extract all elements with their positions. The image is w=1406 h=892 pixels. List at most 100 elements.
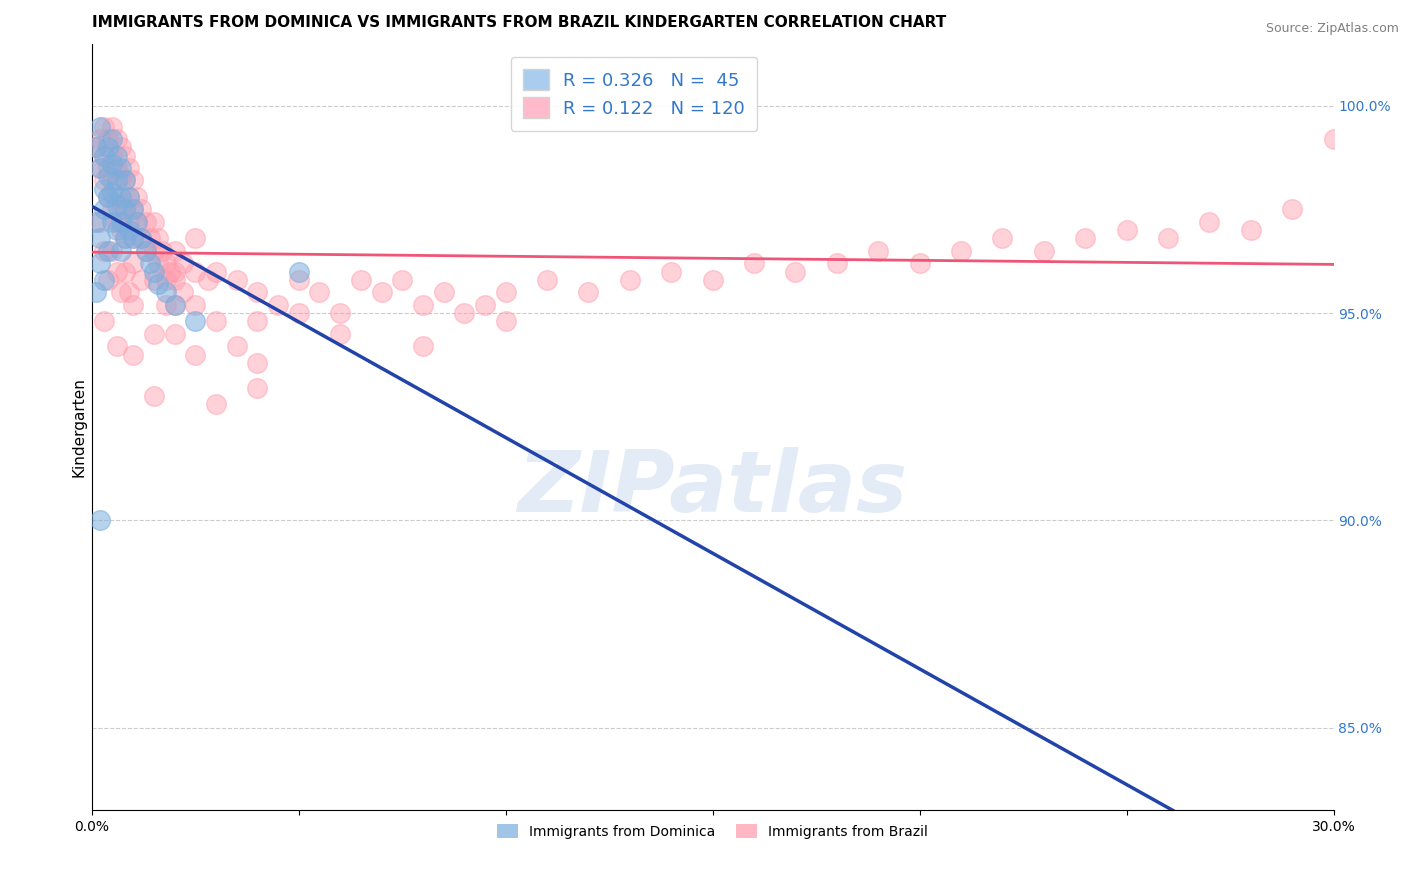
Immigrants from Brazil — [1322, 132, 1344, 146]
Immigrants from Brazil — [122, 173, 145, 187]
Immigrants from Dominica — [118, 223, 141, 237]
Immigrants from Dominica — [97, 244, 120, 258]
Immigrants from Brazil — [172, 256, 194, 270]
Immigrants from Brazil — [142, 273, 165, 287]
Immigrants from Brazil — [110, 169, 132, 184]
Immigrants from Brazil — [172, 285, 194, 300]
Immigrants from Dominica — [84, 215, 107, 229]
Immigrants from Dominica — [110, 215, 132, 229]
Immigrants from Brazil — [122, 202, 145, 217]
Immigrants from Brazil — [97, 161, 120, 175]
Immigrants from Brazil — [142, 215, 165, 229]
Immigrants from Brazil — [197, 273, 219, 287]
Legend: Immigrants from Dominica, Immigrants from Brazil: Immigrants from Dominica, Immigrants fro… — [491, 817, 935, 846]
Immigrants from Brazil — [114, 148, 136, 162]
Immigrants from Dominica — [118, 190, 141, 204]
Immigrants from Brazil — [578, 285, 600, 300]
Immigrants from Dominica — [93, 202, 115, 217]
Immigrants from Brazil — [159, 265, 181, 279]
Immigrants from Brazil — [150, 244, 173, 258]
Immigrants from Brazil — [412, 298, 434, 312]
Immigrants from Brazil — [118, 190, 141, 204]
Immigrants from Brazil — [101, 148, 124, 162]
Immigrants from Brazil — [619, 273, 641, 287]
Immigrants from Brazil — [1198, 215, 1220, 229]
Immigrants from Dominica — [105, 223, 128, 237]
Immigrants from Dominica — [287, 265, 309, 279]
Immigrants from Brazil — [97, 132, 120, 146]
Immigrants from Brazil — [659, 265, 682, 279]
Immigrants from Brazil — [97, 190, 120, 204]
Immigrants from Dominica — [110, 244, 132, 258]
Immigrants from Brazil — [105, 265, 128, 279]
Immigrants from Brazil — [370, 285, 392, 300]
Immigrants from Brazil — [105, 190, 128, 204]
Immigrants from Dominica — [84, 140, 107, 154]
Immigrants from Brazil — [267, 298, 290, 312]
Immigrants from Brazil — [1157, 231, 1180, 245]
Immigrants from Brazil — [114, 202, 136, 217]
Immigrants from Dominica — [93, 273, 115, 287]
Y-axis label: Kindergarten: Kindergarten — [72, 377, 86, 477]
Immigrants from Dominica — [97, 140, 120, 154]
Immigrants from Dominica — [122, 202, 145, 217]
Immigrants from Brazil — [308, 285, 330, 300]
Text: Source: ZipAtlas.com: Source: ZipAtlas.com — [1265, 22, 1399, 36]
Immigrants from Dominica — [127, 215, 149, 229]
Immigrants from Brazil — [110, 285, 132, 300]
Immigrants from Brazil — [101, 173, 124, 187]
Immigrants from Brazil — [84, 140, 107, 154]
Immigrants from Brazil — [391, 273, 413, 287]
Immigrants from Brazil — [246, 356, 269, 370]
Immigrants from Dominica — [114, 202, 136, 217]
Immigrants from Brazil — [131, 202, 153, 217]
Text: ZIPatlas: ZIPatlas — [517, 447, 908, 530]
Immigrants from Brazil — [118, 161, 141, 175]
Immigrants from Brazil — [118, 285, 141, 300]
Immigrants from Brazil — [184, 298, 207, 312]
Immigrants from Dominica — [163, 298, 186, 312]
Immigrants from Brazil — [868, 244, 890, 258]
Immigrants from Brazil — [101, 120, 124, 134]
Immigrants from Brazil — [122, 231, 145, 245]
Immigrants from Brazil — [991, 231, 1014, 245]
Immigrants from Brazil — [93, 148, 115, 162]
Immigrants from Brazil — [93, 314, 115, 328]
Immigrants from Brazil — [89, 215, 111, 229]
Immigrants from Brazil — [163, 244, 186, 258]
Immigrants from Brazil — [184, 231, 207, 245]
Immigrants from Dominica — [122, 231, 145, 245]
Immigrants from Dominica — [97, 169, 120, 184]
Immigrants from Brazil — [412, 339, 434, 353]
Immigrants from Brazil — [101, 244, 124, 258]
Immigrants from Brazil — [131, 231, 153, 245]
Immigrants from Brazil — [93, 244, 115, 258]
Immigrants from Brazil — [122, 347, 145, 361]
Immigrants from Dominica — [89, 120, 111, 134]
Immigrants from Brazil — [225, 339, 247, 353]
Immigrants from Brazil — [742, 256, 765, 270]
Immigrants from Brazil — [93, 120, 115, 134]
Immigrants from Dominica — [101, 157, 124, 171]
Immigrants from Brazil — [105, 339, 128, 353]
Immigrants from Brazil — [287, 306, 309, 320]
Immigrants from Brazil — [118, 215, 141, 229]
Immigrants from Brazil — [163, 326, 186, 341]
Immigrants from Brazil — [1281, 202, 1303, 217]
Immigrants from Dominica — [146, 277, 169, 291]
Immigrants from Brazil — [205, 397, 228, 411]
Immigrants from Brazil — [101, 202, 124, 217]
Immigrants from Brazil — [163, 273, 186, 287]
Immigrants from Brazil — [908, 256, 931, 270]
Immigrants from Dominica — [139, 256, 162, 270]
Immigrants from Dominica — [89, 231, 111, 245]
Immigrants from Brazil — [139, 231, 162, 245]
Immigrants from Brazil — [949, 244, 972, 258]
Immigrants from Brazil — [114, 265, 136, 279]
Immigrants from Brazil — [127, 190, 149, 204]
Immigrants from Brazil — [205, 265, 228, 279]
Immigrants from Dominica — [110, 161, 132, 175]
Immigrants from Brazil — [825, 256, 848, 270]
Immigrants from Brazil — [246, 314, 269, 328]
Immigrants from Dominica — [135, 244, 157, 258]
